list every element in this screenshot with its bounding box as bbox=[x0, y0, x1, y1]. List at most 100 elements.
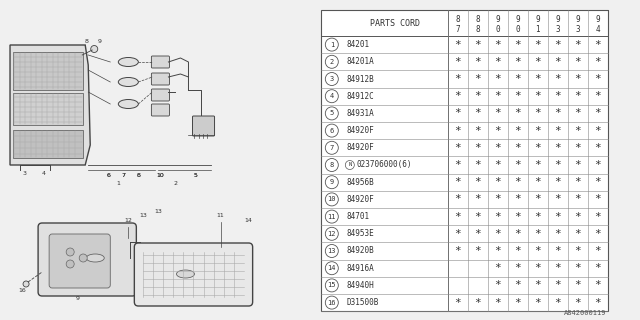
Circle shape bbox=[325, 158, 339, 172]
Circle shape bbox=[325, 55, 339, 68]
Text: 9: 9 bbox=[575, 14, 580, 23]
Text: *: * bbox=[515, 108, 522, 118]
Text: *: * bbox=[534, 108, 541, 118]
Text: 5: 5 bbox=[330, 110, 334, 116]
Text: *: * bbox=[454, 160, 461, 170]
Text: *: * bbox=[575, 298, 581, 308]
Text: 15: 15 bbox=[328, 282, 336, 288]
Text: *: * bbox=[495, 108, 501, 118]
Text: *: * bbox=[515, 280, 522, 291]
Text: *: * bbox=[595, 280, 602, 291]
Text: 8: 8 bbox=[84, 39, 88, 44]
Text: 9: 9 bbox=[596, 14, 600, 23]
Text: *: * bbox=[595, 108, 602, 118]
Text: *: * bbox=[555, 177, 561, 187]
Text: 0: 0 bbox=[516, 25, 520, 34]
Text: 4: 4 bbox=[330, 93, 334, 99]
Text: 10: 10 bbox=[328, 196, 336, 202]
Text: 7: 7 bbox=[456, 25, 460, 34]
Text: *: * bbox=[595, 263, 602, 273]
Text: *: * bbox=[495, 143, 501, 153]
Text: 9: 9 bbox=[516, 14, 520, 23]
Circle shape bbox=[325, 73, 339, 85]
Text: 2: 2 bbox=[330, 59, 334, 65]
Circle shape bbox=[325, 279, 339, 292]
Text: 8: 8 bbox=[330, 162, 334, 168]
Text: *: * bbox=[595, 177, 602, 187]
Text: 13: 13 bbox=[140, 213, 147, 218]
Polygon shape bbox=[10, 45, 90, 165]
Text: *: * bbox=[575, 177, 581, 187]
Text: 1: 1 bbox=[536, 25, 540, 34]
Text: *: * bbox=[534, 40, 541, 50]
Text: *: * bbox=[555, 229, 561, 239]
Text: *: * bbox=[474, 298, 481, 308]
Text: *: * bbox=[595, 194, 602, 204]
Text: 13: 13 bbox=[154, 209, 163, 214]
Text: A842000119: A842000119 bbox=[563, 310, 606, 316]
Circle shape bbox=[325, 227, 339, 240]
Text: *: * bbox=[534, 194, 541, 204]
Text: 12: 12 bbox=[328, 231, 336, 237]
Text: *: * bbox=[495, 125, 501, 136]
FancyBboxPatch shape bbox=[152, 56, 170, 68]
Text: 11: 11 bbox=[328, 214, 336, 220]
FancyBboxPatch shape bbox=[193, 116, 214, 136]
Text: *: * bbox=[595, 229, 602, 239]
Circle shape bbox=[325, 124, 339, 137]
Text: *: * bbox=[454, 177, 461, 187]
Text: 9: 9 bbox=[97, 39, 101, 44]
Circle shape bbox=[23, 281, 29, 287]
Ellipse shape bbox=[118, 58, 138, 67]
Text: 9: 9 bbox=[495, 14, 500, 23]
Text: 13: 13 bbox=[328, 248, 336, 254]
FancyBboxPatch shape bbox=[13, 52, 83, 90]
FancyBboxPatch shape bbox=[38, 223, 136, 296]
Text: *: * bbox=[515, 246, 522, 256]
Text: 9: 9 bbox=[75, 296, 79, 301]
Text: *: * bbox=[555, 160, 561, 170]
Text: *: * bbox=[474, 108, 481, 118]
Text: 84920F: 84920F bbox=[347, 195, 374, 204]
Text: 10: 10 bbox=[157, 173, 164, 178]
Text: *: * bbox=[595, 212, 602, 221]
Text: *: * bbox=[454, 143, 461, 153]
Text: *: * bbox=[474, 91, 481, 101]
Text: 3: 3 bbox=[330, 76, 334, 82]
Text: *: * bbox=[495, 298, 501, 308]
Text: *: * bbox=[515, 57, 522, 67]
Text: *: * bbox=[595, 125, 602, 136]
Text: *: * bbox=[555, 125, 561, 136]
Text: *: * bbox=[534, 246, 541, 256]
Text: *: * bbox=[595, 57, 602, 67]
Text: *: * bbox=[575, 212, 581, 221]
Text: *: * bbox=[495, 74, 501, 84]
Text: 2: 2 bbox=[173, 181, 177, 186]
Text: *: * bbox=[515, 74, 522, 84]
Text: 0: 0 bbox=[495, 25, 500, 34]
Text: 6: 6 bbox=[106, 173, 110, 178]
Text: *: * bbox=[515, 160, 522, 170]
Text: 3: 3 bbox=[22, 171, 26, 176]
Text: *: * bbox=[474, 57, 481, 67]
Text: 10: 10 bbox=[157, 173, 164, 178]
Text: *: * bbox=[454, 298, 461, 308]
Text: *: * bbox=[555, 298, 561, 308]
Circle shape bbox=[346, 161, 355, 170]
Text: *: * bbox=[474, 125, 481, 136]
Text: 8: 8 bbox=[136, 173, 140, 178]
Text: 5: 5 bbox=[193, 173, 197, 178]
Text: *: * bbox=[534, 263, 541, 273]
Text: 84912B: 84912B bbox=[347, 75, 374, 84]
Text: 84920F: 84920F bbox=[347, 143, 374, 152]
Ellipse shape bbox=[177, 270, 195, 278]
Text: 1: 1 bbox=[116, 181, 120, 186]
Text: *: * bbox=[454, 246, 461, 256]
Text: PARTS CORD: PARTS CORD bbox=[371, 19, 420, 28]
Text: 16: 16 bbox=[18, 288, 26, 293]
Text: 7: 7 bbox=[330, 145, 334, 151]
Text: *: * bbox=[495, 177, 501, 187]
Text: *: * bbox=[534, 125, 541, 136]
Text: *: * bbox=[595, 91, 602, 101]
Text: *: * bbox=[495, 91, 501, 101]
